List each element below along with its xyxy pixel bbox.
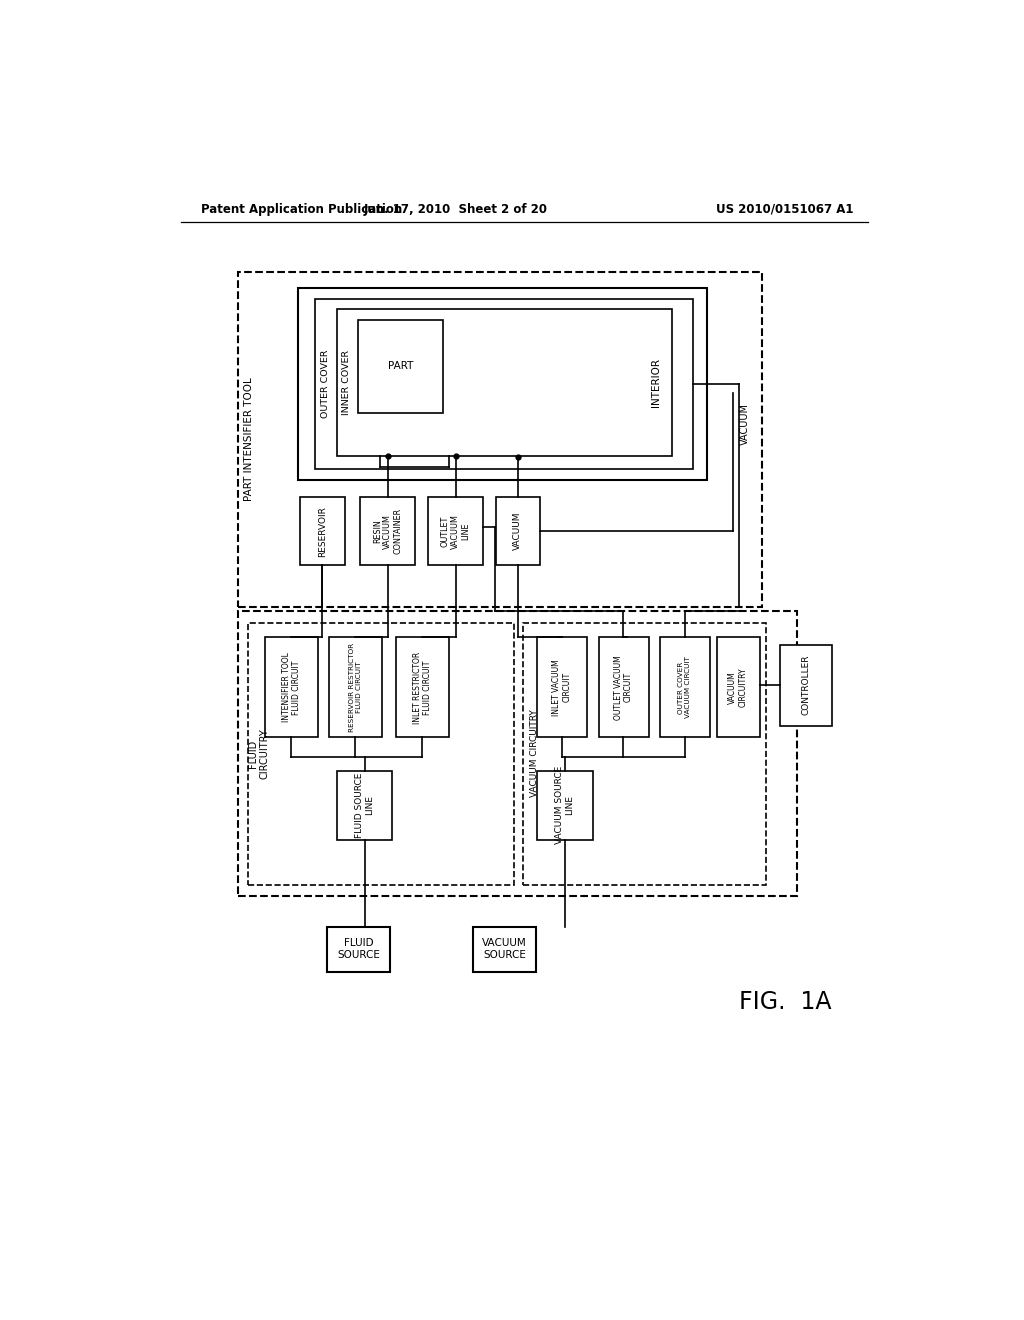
Text: OUTER COVER: OUTER COVER xyxy=(321,350,330,418)
Text: CONTROLLER: CONTROLLER xyxy=(802,655,810,715)
Bar xyxy=(239,611,797,896)
Bar xyxy=(249,623,514,884)
Text: FIG.  1A: FIG. 1A xyxy=(739,990,831,1014)
Bar xyxy=(660,638,711,738)
Text: PART INTENSIFIER TOOL: PART INTENSIFIER TOOL xyxy=(244,378,254,502)
Text: RESERVOIR: RESERVOIR xyxy=(317,506,327,557)
Text: OUTLET
VACUUM
LINE: OUTLET VACUUM LINE xyxy=(440,513,470,549)
Bar xyxy=(396,638,449,738)
Bar xyxy=(428,498,483,565)
Text: INLET RESTRICTOR
FLUID CIRCUIT: INLET RESTRICTOR FLUID CIRCUIT xyxy=(413,651,432,723)
Text: INTERIOR: INTERIOR xyxy=(651,358,662,407)
Bar xyxy=(599,638,649,738)
Text: VACUUM
SOURCE: VACUUM SOURCE xyxy=(482,939,527,960)
Bar xyxy=(315,298,692,470)
Bar xyxy=(298,288,707,480)
Bar xyxy=(330,638,382,738)
Bar xyxy=(265,638,317,738)
Text: VACUUM: VACUUM xyxy=(513,512,522,550)
Bar xyxy=(327,927,390,972)
Bar xyxy=(358,321,443,412)
Bar xyxy=(300,498,345,565)
Text: INLET VACUUM
CIRCUIT: INLET VACUUM CIRCUIT xyxy=(552,659,571,715)
Text: OUTER COVER
VACUUM CIRCUIT: OUTER COVER VACUUM CIRCUIT xyxy=(679,656,691,718)
Bar xyxy=(360,498,416,565)
Bar xyxy=(337,771,392,840)
Text: FLUID SOURCE
LINE: FLUID SOURCE LINE xyxy=(355,772,375,838)
Bar xyxy=(239,272,762,607)
Text: INTENSIFIER TOOL
FLUID CIRCUIT: INTENSIFIER TOOL FLUID CIRCUIT xyxy=(282,652,301,722)
Text: OUTLET VACUUM
CIRCUIT: OUTLET VACUUM CIRCUIT xyxy=(613,655,633,719)
Text: INNER COVER: INNER COVER xyxy=(342,350,351,414)
Bar xyxy=(523,623,766,884)
Text: RESERVOIR RESTRICTOR
FLUID CIRCUIT: RESERVOIR RESTRICTOR FLUID CIRCUIT xyxy=(349,643,361,733)
Bar xyxy=(779,645,833,726)
Text: US 2010/0151067 A1: US 2010/0151067 A1 xyxy=(716,203,853,215)
Bar xyxy=(538,771,593,840)
Text: RESIN
VACUUM
CONTAINER: RESIN VACUUM CONTAINER xyxy=(373,508,402,554)
Text: FLUID
SOURCE: FLUID SOURCE xyxy=(337,939,380,960)
Text: Jun. 17, 2010  Sheet 2 of 20: Jun. 17, 2010 Sheet 2 of 20 xyxy=(364,203,548,215)
Bar xyxy=(538,638,587,738)
Text: PART: PART xyxy=(388,362,414,371)
Text: Patent Application Publication: Patent Application Publication xyxy=(202,203,402,215)
Bar xyxy=(473,927,537,972)
Bar xyxy=(496,498,541,565)
Text: VACUUM CIRCUITRY: VACUUM CIRCUITRY xyxy=(529,710,539,797)
Bar xyxy=(337,309,672,455)
Text: VACUUM
CIRCUITRY: VACUUM CIRCUITRY xyxy=(728,668,748,708)
Text: VACUUM SOURCE
LINE: VACUUM SOURCE LINE xyxy=(555,766,574,845)
Bar xyxy=(717,638,760,738)
Text: VACUUM: VACUUM xyxy=(740,403,750,445)
Text: FLUID
CIRCUITRY: FLUID CIRCUITRY xyxy=(249,729,270,779)
